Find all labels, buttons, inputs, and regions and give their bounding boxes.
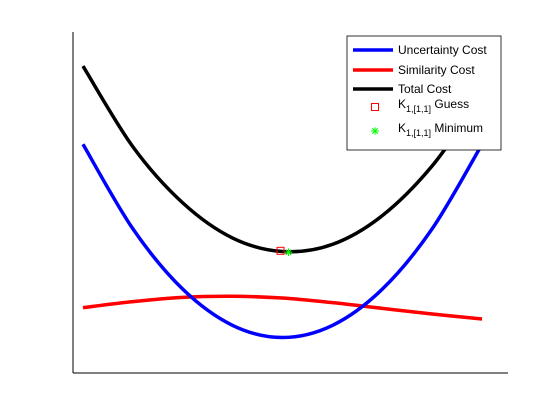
series-line-total-cost [81, 65, 484, 254]
series-line-similarity-cost [82, 294, 483, 321]
legend: Uncertainty Cost Similarity Cost Total Cos… [346, 35, 502, 151]
legend-box [346, 35, 502, 151]
plot-lines [81, 65, 484, 340]
legend-label-total-cost: Total Cost [398, 82, 452, 96]
marker-guess [276, 246, 285, 255]
legend-entries: Uncertainty Cost Similarity Cost Total Cos… [353, 43, 487, 138]
legend-marker-guess [371, 103, 379, 111]
legend-label-uncertainty-cost: Uncertainty Cost [398, 43, 487, 57]
legend-label-guess: K1,[1,1] Guess [398, 97, 469, 114]
marker-minimum [284, 248, 293, 257]
series-line-uncertainty-cost [81, 143, 484, 340]
legend-label-similarity-cost: Similarity Cost [398, 63, 475, 77]
plot-markers [276, 246, 293, 257]
legend-marker-minimum [371, 127, 379, 135]
legend-label-minimum: K1,[1,1] Minimum [398, 121, 483, 138]
